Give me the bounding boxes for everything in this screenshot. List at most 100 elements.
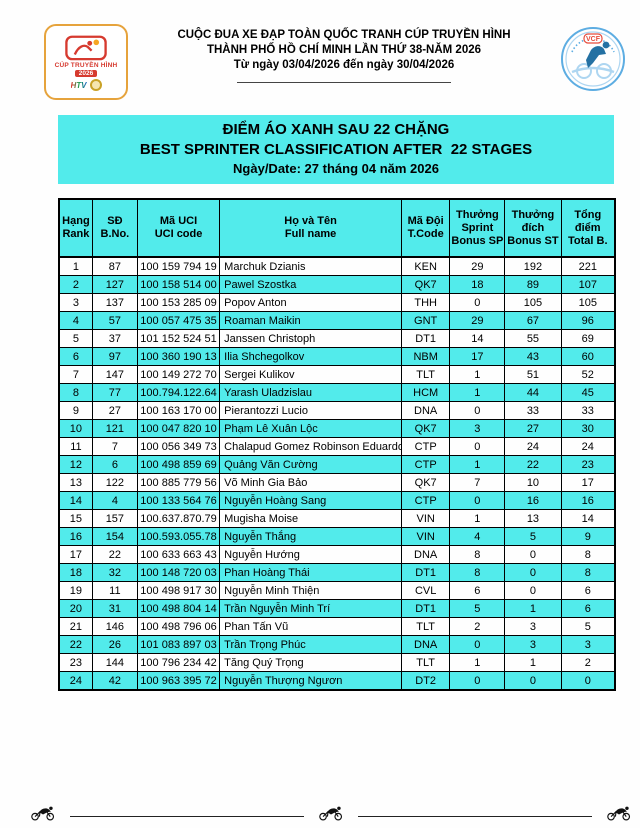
cell-bib-number: 42	[91, 671, 138, 691]
cell-rank: 22	[58, 635, 93, 654]
cell-uci-code: 101 083 897 03	[136, 635, 221, 654]
cell-bonus-finish: 89	[504, 275, 562, 294]
cell-bib-number: 147	[91, 365, 138, 384]
cell-rank: 7	[58, 365, 93, 384]
cell-bonus-finish: 13	[504, 509, 562, 528]
table-row: 6 97 100 360 190 13 Ilia Shchegolkov NBM…	[58, 347, 616, 366]
cell-bonus-finish: 0	[504, 581, 562, 600]
cell-uci-code: 100 360 190 13	[136, 347, 221, 366]
cell-total-points: 52	[560, 365, 616, 384]
cell-rank: 17	[58, 545, 93, 564]
cell-bonus-finish: 1	[504, 653, 562, 672]
cyclist-icon	[607, 806, 631, 821]
cell-team-code: DT1	[400, 599, 451, 618]
cell-uci-code: 100 498 917 30	[136, 581, 221, 600]
classification-title-en: BEST SPRINTER CLASSIFICATION AFTER 22 ST…	[139, 141, 533, 158]
cell-bonus-finish: 105	[504, 293, 562, 312]
cell-team-code: CTP	[400, 491, 451, 510]
cell-rank: 12	[58, 455, 93, 474]
cell-rank: 24	[58, 671, 93, 691]
cell-full-name: Nguyễn Hoàng Sang	[219, 491, 402, 510]
cell-full-name: Nguyễn Minh Thiện	[219, 581, 402, 600]
cell-bonus-sprint: 4	[449, 527, 506, 546]
col-team-code: Mã Đội T.Code	[400, 198, 451, 258]
table-row: 10 121 100 047 820 10 Phạm Lê Xuân Lộc Q…	[58, 419, 616, 438]
cell-rank: 1	[58, 256, 93, 276]
table-row: 3 137 100 153 285 09 Popov Anton THH 0 1…	[58, 293, 616, 312]
col-uci-code: Mã UCI UCI code	[136, 198, 221, 258]
htv-logo: HTV	[70, 80, 87, 90]
cell-bib-number: 32	[91, 563, 138, 582]
table-row: 9 27 100 163 170 00 Pierantozzi Lucio DN…	[58, 401, 616, 420]
cell-bib-number: 154	[91, 527, 138, 546]
cell-bonus-sprint: 8	[449, 545, 506, 564]
cell-bonus-finish: 24	[504, 437, 562, 456]
cell-full-name: Tăng Quý Trọng	[219, 653, 402, 672]
table-row: 19 11 100 498 917 30 Nguyễn Minh Thiện C…	[58, 581, 616, 600]
cell-bonus-sprint: 6	[449, 581, 506, 600]
table-row: 24 42 100 963 395 72 Nguyễn Thượng Ngươn…	[58, 671, 616, 691]
cell-total-points: 23	[560, 455, 616, 474]
cell-bonus-finish: 22	[504, 455, 562, 474]
cell-team-code: DT2	[400, 671, 451, 691]
cell-bonus-sprint: 0	[449, 671, 506, 691]
cell-total-points: 8	[560, 545, 616, 564]
cell-bib-number: 157	[91, 509, 138, 528]
cell-team-code: GNT	[400, 311, 451, 330]
cell-rank: 8	[58, 383, 93, 402]
cell-rank: 16	[58, 527, 93, 546]
cell-rank: 13	[58, 473, 93, 492]
cell-bib-number: 146	[91, 617, 138, 636]
cell-team-code: CTP	[400, 437, 451, 456]
signature-line	[358, 816, 592, 817]
header-text-block: CUỘC ĐUA XE ĐẠP TOÀN QUỐC TRANH CÚP TRUY…	[128, 24, 560, 83]
cell-uci-code: 100 149 272 70	[136, 365, 221, 384]
cell-bib-number: 127	[91, 275, 138, 294]
cell-bonus-sprint: 29	[449, 256, 506, 276]
cell-full-name: Pierantozzi Lucio	[219, 401, 402, 420]
cell-uci-code: 100 963 395 72	[136, 671, 221, 691]
cell-total-points: 69	[560, 329, 616, 348]
cell-total-points: 2	[560, 653, 616, 672]
cell-bib-number: 97	[91, 347, 138, 366]
sponsor-circle-icon	[89, 79, 102, 91]
cell-bonus-finish: 0	[504, 563, 562, 582]
cell-bib-number: 121	[91, 419, 138, 438]
cell-total-points: 107	[560, 275, 616, 294]
cell-bonus-finish: 10	[504, 473, 562, 492]
cell-uci-code: 100.593.055.78	[136, 527, 221, 546]
cell-rank: 3	[58, 293, 93, 312]
cell-bib-number: 77	[91, 383, 138, 402]
cell-team-code: VIN	[400, 527, 451, 546]
cell-uci-code: 100 133 564 76	[136, 491, 221, 510]
cell-rank: 6	[58, 347, 93, 366]
cell-full-name: Mugisha Moise	[219, 509, 402, 528]
cell-total-points: 8	[560, 563, 616, 582]
table-row: 4 57 100 057 475 35 Roaman Maikin GNT 29…	[58, 311, 616, 330]
cell-full-name: Quảng Văn Cường	[219, 455, 402, 474]
cell-bonus-finish: 27	[504, 419, 562, 438]
cell-total-points: 9	[560, 527, 616, 546]
cell-bib-number: 7	[91, 437, 138, 456]
cell-bonus-finish: 16	[504, 491, 562, 510]
cell-full-name: Nguyễn Thượng Ngươn	[219, 671, 402, 691]
cell-bonus-sprint: 1	[449, 653, 506, 672]
cell-bonus-sprint: 1	[449, 383, 506, 402]
cell-total-points: 14	[560, 509, 616, 528]
cell-team-code: TLT	[400, 365, 451, 384]
table-row: 22 26 101 083 897 03 Trần Trọng Phúc DNA…	[58, 635, 616, 654]
cell-rank: 4	[58, 311, 93, 330]
cell-bonus-finish: 67	[504, 311, 562, 330]
cell-rank: 9	[58, 401, 93, 420]
cell-bonus-sprint: 0	[449, 401, 506, 420]
table-row: 21 146 100 498 796 06 Phan Tấn Vũ TLT 2 …	[58, 617, 616, 636]
cell-bib-number: 87	[91, 256, 138, 276]
cell-total-points: 60	[560, 347, 616, 366]
cell-bonus-finish: 1	[504, 599, 562, 618]
footer-decoration	[30, 804, 632, 822]
cell-full-name: Trần Trọng Phúc	[219, 635, 402, 654]
cell-full-name: Nguyễn Thắng	[219, 527, 402, 546]
cell-uci-code: 100.637.870.79	[136, 509, 221, 528]
cell-bonus-sprint: 0	[449, 491, 506, 510]
cell-bib-number: 4	[91, 491, 138, 510]
